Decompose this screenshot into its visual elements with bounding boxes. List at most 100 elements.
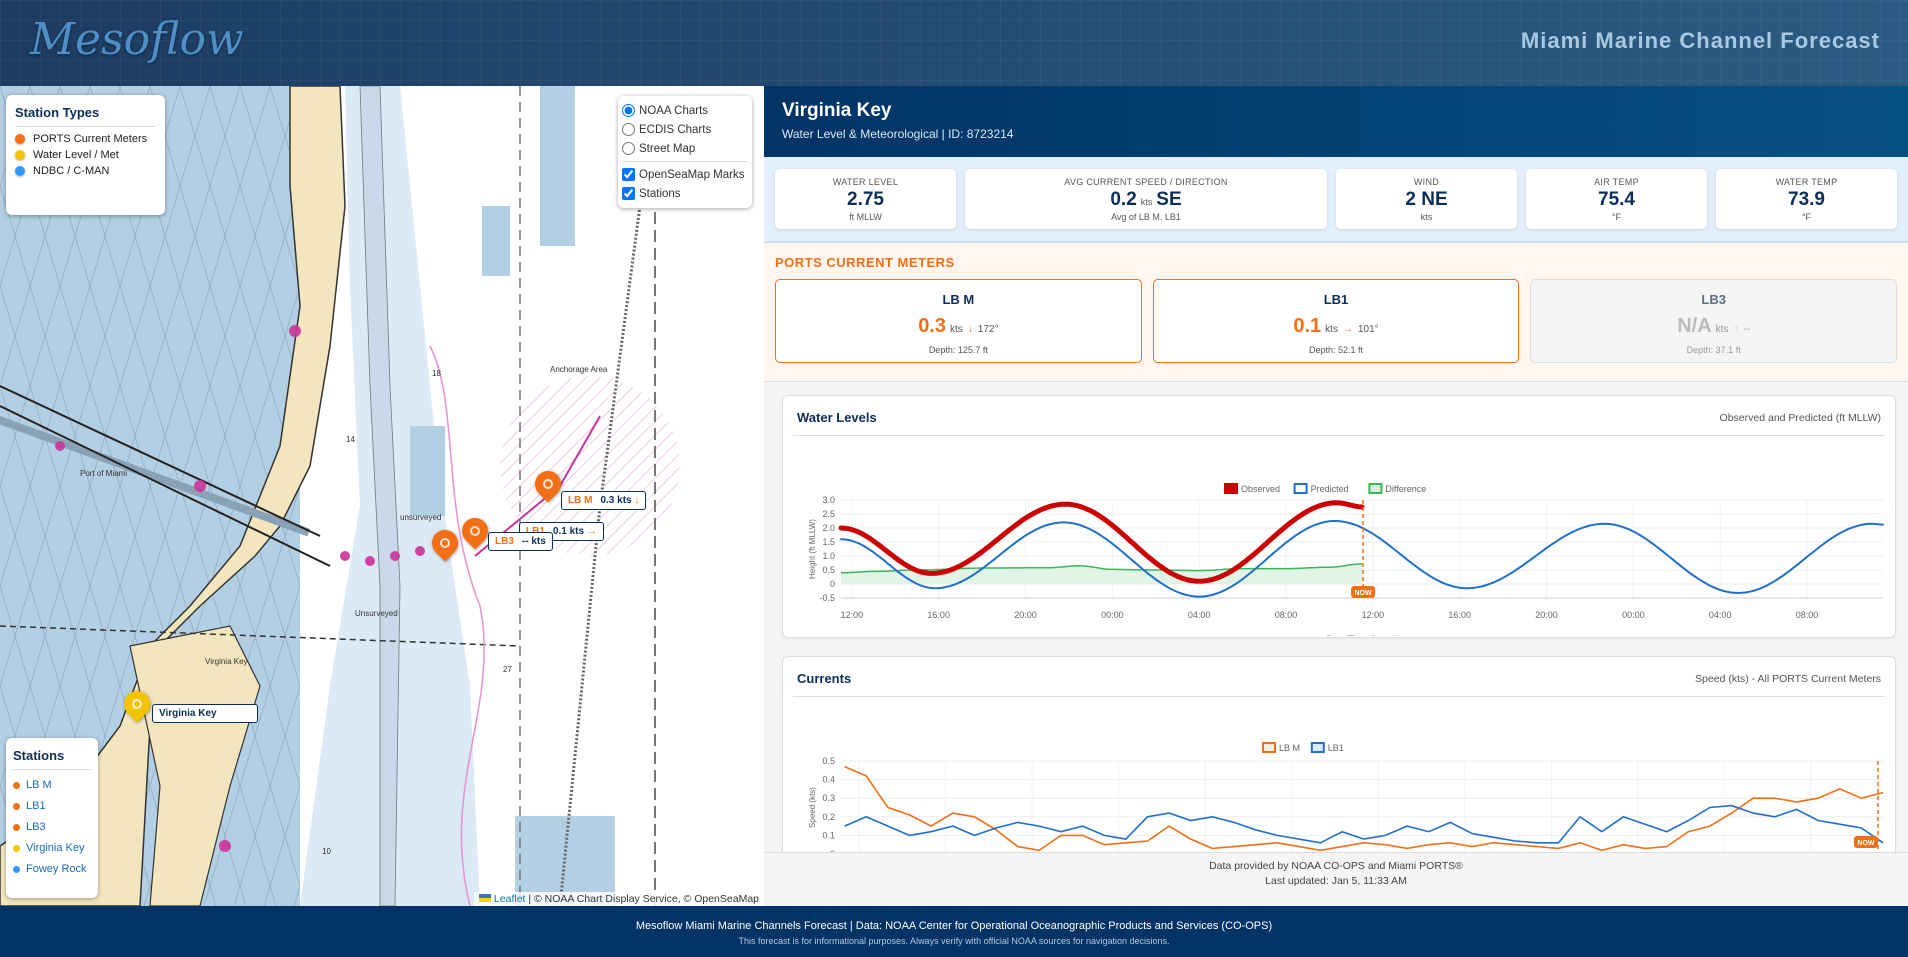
dot-icon [13, 802, 20, 810]
series-line-predicted [840, 520, 1884, 598]
nautical-map[interactable]: Port of Miami Anchorage Area unsurveyed … [0, 86, 764, 906]
now-label: NOW [1355, 590, 1373, 597]
chart-label-virginia-key: Virginia Key [205, 657, 248, 666]
depth-label: 27 [503, 665, 512, 674]
legend-title: Station Types [15, 105, 156, 127]
stat-water-temp: WATER TEMP 73.9 °F [1716, 169, 1897, 229]
card-title: Currents [797, 671, 852, 686]
y-tick-label: -0.5 [819, 593, 835, 603]
lb3-label[interactable]: LB3 -- kts [488, 532, 553, 551]
layer-control[interactable]: NOAA Charts ECDIS Charts Street Map Open… [618, 96, 752, 208]
chart-label-unsurveyed: unsurveyed [400, 513, 441, 522]
water-level-chart[interactable]: Observed Predicted Difference 3.0 2.5 2.0 1.5 1… [783, 436, 1895, 662]
stat-wind: WIND 2 NE kts [1336, 169, 1517, 229]
legend-label: Predicted [1311, 484, 1349, 494]
app-title: Miami Marine Channel Forecast [1520, 28, 1880, 53]
logo[interactable]: Mesoflow [30, 14, 244, 65]
station-link-virginia-key[interactable]: Virginia Key [13, 842, 91, 854]
x-tick-label: 04:00 [1709, 610, 1732, 620]
station-link-lb1[interactable]: LB1 [13, 800, 91, 812]
y-tick-label: 3.0 [822, 495, 835, 505]
y-tick-label: 0.5 [822, 565, 835, 575]
chart-label-unsurveyed-2: Unsurveyed [355, 609, 398, 618]
arrow-right-icon: → [1342, 324, 1353, 335]
card-subtitle: Speed (kts) - All PORTS Current Meters [1695, 672, 1881, 685]
ports-dot-icon [15, 134, 25, 144]
x-tick-label: 00:00 [1101, 610, 1124, 620]
virginia-key-label[interactable]: Virginia Key [152, 704, 258, 723]
y-tick-label: 2.5 [822, 509, 835, 519]
y-tick-label: 0.1 [822, 830, 835, 840]
chart-tiles: Port of Miami Anchorage Area unsurveyed … [0, 86, 764, 906]
water-level-dot-icon [15, 150, 25, 160]
depth-label: 14 [346, 435, 355, 444]
legend-label: LB M [1279, 743, 1300, 753]
layer-noaa-charts[interactable]: NOAA Charts [622, 101, 748, 120]
y-tick-label: 0 [830, 579, 835, 589]
x-tick-label: 08:00 [1275, 610, 1298, 620]
layer-ecdis-charts[interactable]: ECDIS Charts [622, 120, 748, 139]
legend-label: PORTS Current Meters [33, 133, 148, 145]
y-axis-label: Speed (kts) [808, 787, 817, 828]
data-attribution: Data provided by NOAA CO-OPS and Miami P… [764, 852, 1908, 906]
y-tick-label: 0.4 [822, 775, 835, 785]
station-panel: Virginia Key Water Level & Meteorologica… [764, 86, 1908, 906]
stat-avg-current: AVG CURRENT SPEED / DIRECTION 0.2 kts SE Avg… [965, 169, 1327, 229]
lbm-label[interactable]: LB M 0.3 kts ↓ [561, 491, 647, 510]
series-line-difference [841, 563, 1363, 574]
leaflet-link[interactable]: Leaflet [493, 893, 526, 905]
card-subtitle: Observed and Predicted (ft MLLW) [1719, 411, 1881, 424]
x-tick-label: 08:00 [1796, 610, 1819, 620]
chart-label-anchorage: Anchorage Area [550, 365, 608, 374]
legend-item: PORTS Current Meters [15, 133, 156, 145]
station-name: Virginia Key [782, 100, 892, 121]
x-tick-label: 04:00 [1188, 610, 1211, 620]
dot-icon [13, 865, 20, 873]
footer-line: Mesoflow Miami Marine Channels Forecast … [635, 920, 1273, 932]
page-footer: Mesoflow Miami Marine Channels Forecast … [0, 906, 1908, 957]
card-title: Water Levels [797, 410, 877, 425]
meter-card-lb1[interactable]: LB1 0.1 kts → 101° Depth: 52.1 ft [1152, 279, 1520, 363]
x-tick-label: 20:00 [1535, 610, 1558, 620]
dot-icon [13, 781, 20, 789]
legend-label: NDBC / C-MAN [33, 165, 110, 177]
x-tick-label: 12:00 [841, 610, 864, 620]
series-line-observed [838, 500, 1365, 584]
meter-card-lb3[interactable]: LB3 N/A kts ↑ -- Depth: 37.1 ft [1530, 279, 1898, 363]
legend-label: Difference [1385, 484, 1426, 494]
legend-swatch [1262, 742, 1276, 753]
legend-item: Water Level / Met [15, 149, 156, 161]
stations-legend: Stations LB M LB1 LB3 Virginia Key Fowey… [6, 738, 98, 898]
stations-title: Stations [13, 748, 91, 770]
now-badge [1853, 836, 1878, 848]
x-tick-label: 12:00 [1362, 610, 1385, 620]
layer-street-map[interactable]: Street Map [622, 139, 748, 158]
meter-card-lbm[interactable]: LB M 0.3 kts ↓ 172° Depth: 125.7 ft [775, 279, 1142, 363]
stats-row: WATER LEVEL 2.75 ft MLLW AVG CURRENT SPEED… [764, 157, 1908, 243]
stat-air-temp: AIR TEMP 75.4 °F [1526, 169, 1707, 229]
ukraine-flag-icon [479, 894, 491, 902]
y-tick-label: 1.0 [822, 551, 835, 561]
x-axis-label: Date/Time (Local) [1326, 634, 1397, 636]
overlay-stations[interactable]: Stations [622, 184, 748, 203]
station-types-legend: Station Types PORTS Current Meters Water… [6, 95, 165, 215]
station-link-lbm[interactable]: LB M [13, 779, 91, 791]
overlay-openseamap[interactable]: OpenSeaMap Marks [622, 165, 748, 184]
dot-icon [13, 823, 20, 831]
arrow-up-icon: ↑ [1733, 324, 1739, 335]
y-axis-label: Height (ft MLLW) [808, 519, 817, 579]
series-line-lb-m [844, 765, 1884, 852]
station-link-fowey-rock[interactable]: Fowey Rock [13, 863, 91, 875]
ports-section: PORTS CURRENT METERS LB M 0.3 kts ↓ 172° Dept… [764, 243, 1908, 382]
legend-swatch [1224, 483, 1238, 494]
now-label: NOW [1857, 840, 1875, 847]
depth-label: 18 [432, 369, 441, 378]
station-link-lb3[interactable]: LB3 [13, 821, 91, 833]
ndbc-dot-icon [15, 166, 25, 176]
y-tick-label: 1.5 [822, 537, 835, 547]
legend-label: Water Level / Met [33, 149, 119, 161]
ports-title: PORTS CURRENT METERS [775, 255, 955, 270]
water-levels-card: Water Levels Observed and Predicted (ft M… [782, 395, 1896, 662]
x-tick-label: 00:00 [1622, 610, 1645, 620]
depth-label: 10 [322, 847, 331, 856]
